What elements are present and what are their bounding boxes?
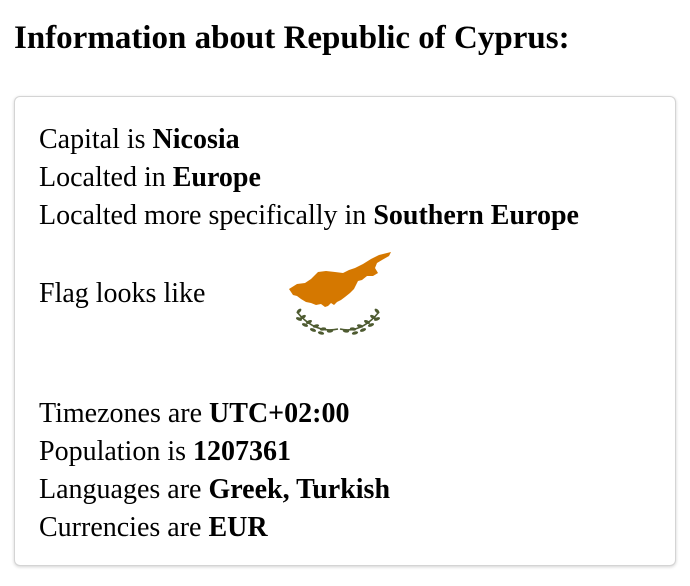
cyprus-flag-icon [285, 249, 395, 341]
subregion-prefix: Localted more specifically in [39, 200, 374, 231]
timezones-value: UTC+02:00 [209, 398, 350, 429]
capital-value: Nicosia [152, 124, 240, 155]
currencies-line: Currencies are EUR [39, 509, 268, 547]
timezones-prefix: Timezones are [39, 398, 210, 429]
country-info-card: Capital is Nicosia Localted in Europe Lo… [14, 96, 676, 566]
region-prefix: Localted in [39, 162, 173, 193]
capital-line: Capital is Nicosia [39, 121, 240, 159]
flag-label: Flag looks like [39, 278, 206, 309]
subregion-line: Localted more specifically in Southern E… [39, 197, 579, 235]
currencies-prefix: Currencies are [39, 512, 209, 543]
timezones-line: Timezones are UTC+02:00 [39, 395, 349, 433]
capital-prefix: Capital is [39, 124, 153, 155]
region-value: Europe [172, 162, 261, 193]
region-line: Localted in Europe [39, 159, 261, 197]
subregion-value: Southern Europe [373, 200, 579, 231]
languages-prefix: Languages are [39, 474, 209, 505]
currencies-value: EUR [208, 512, 268, 543]
flag-image [285, 249, 395, 341]
languages-value: Greek, Turkish [208, 474, 391, 505]
page-title: Information about Republic of Cyprus: [14, 20, 570, 56]
population-line: Population is 1207361 [39, 433, 291, 471]
population-value: 1207361 [193, 436, 292, 467]
languages-line: Languages are Greek, Turkish [39, 471, 390, 509]
population-prefix: Population is [39, 436, 194, 467]
